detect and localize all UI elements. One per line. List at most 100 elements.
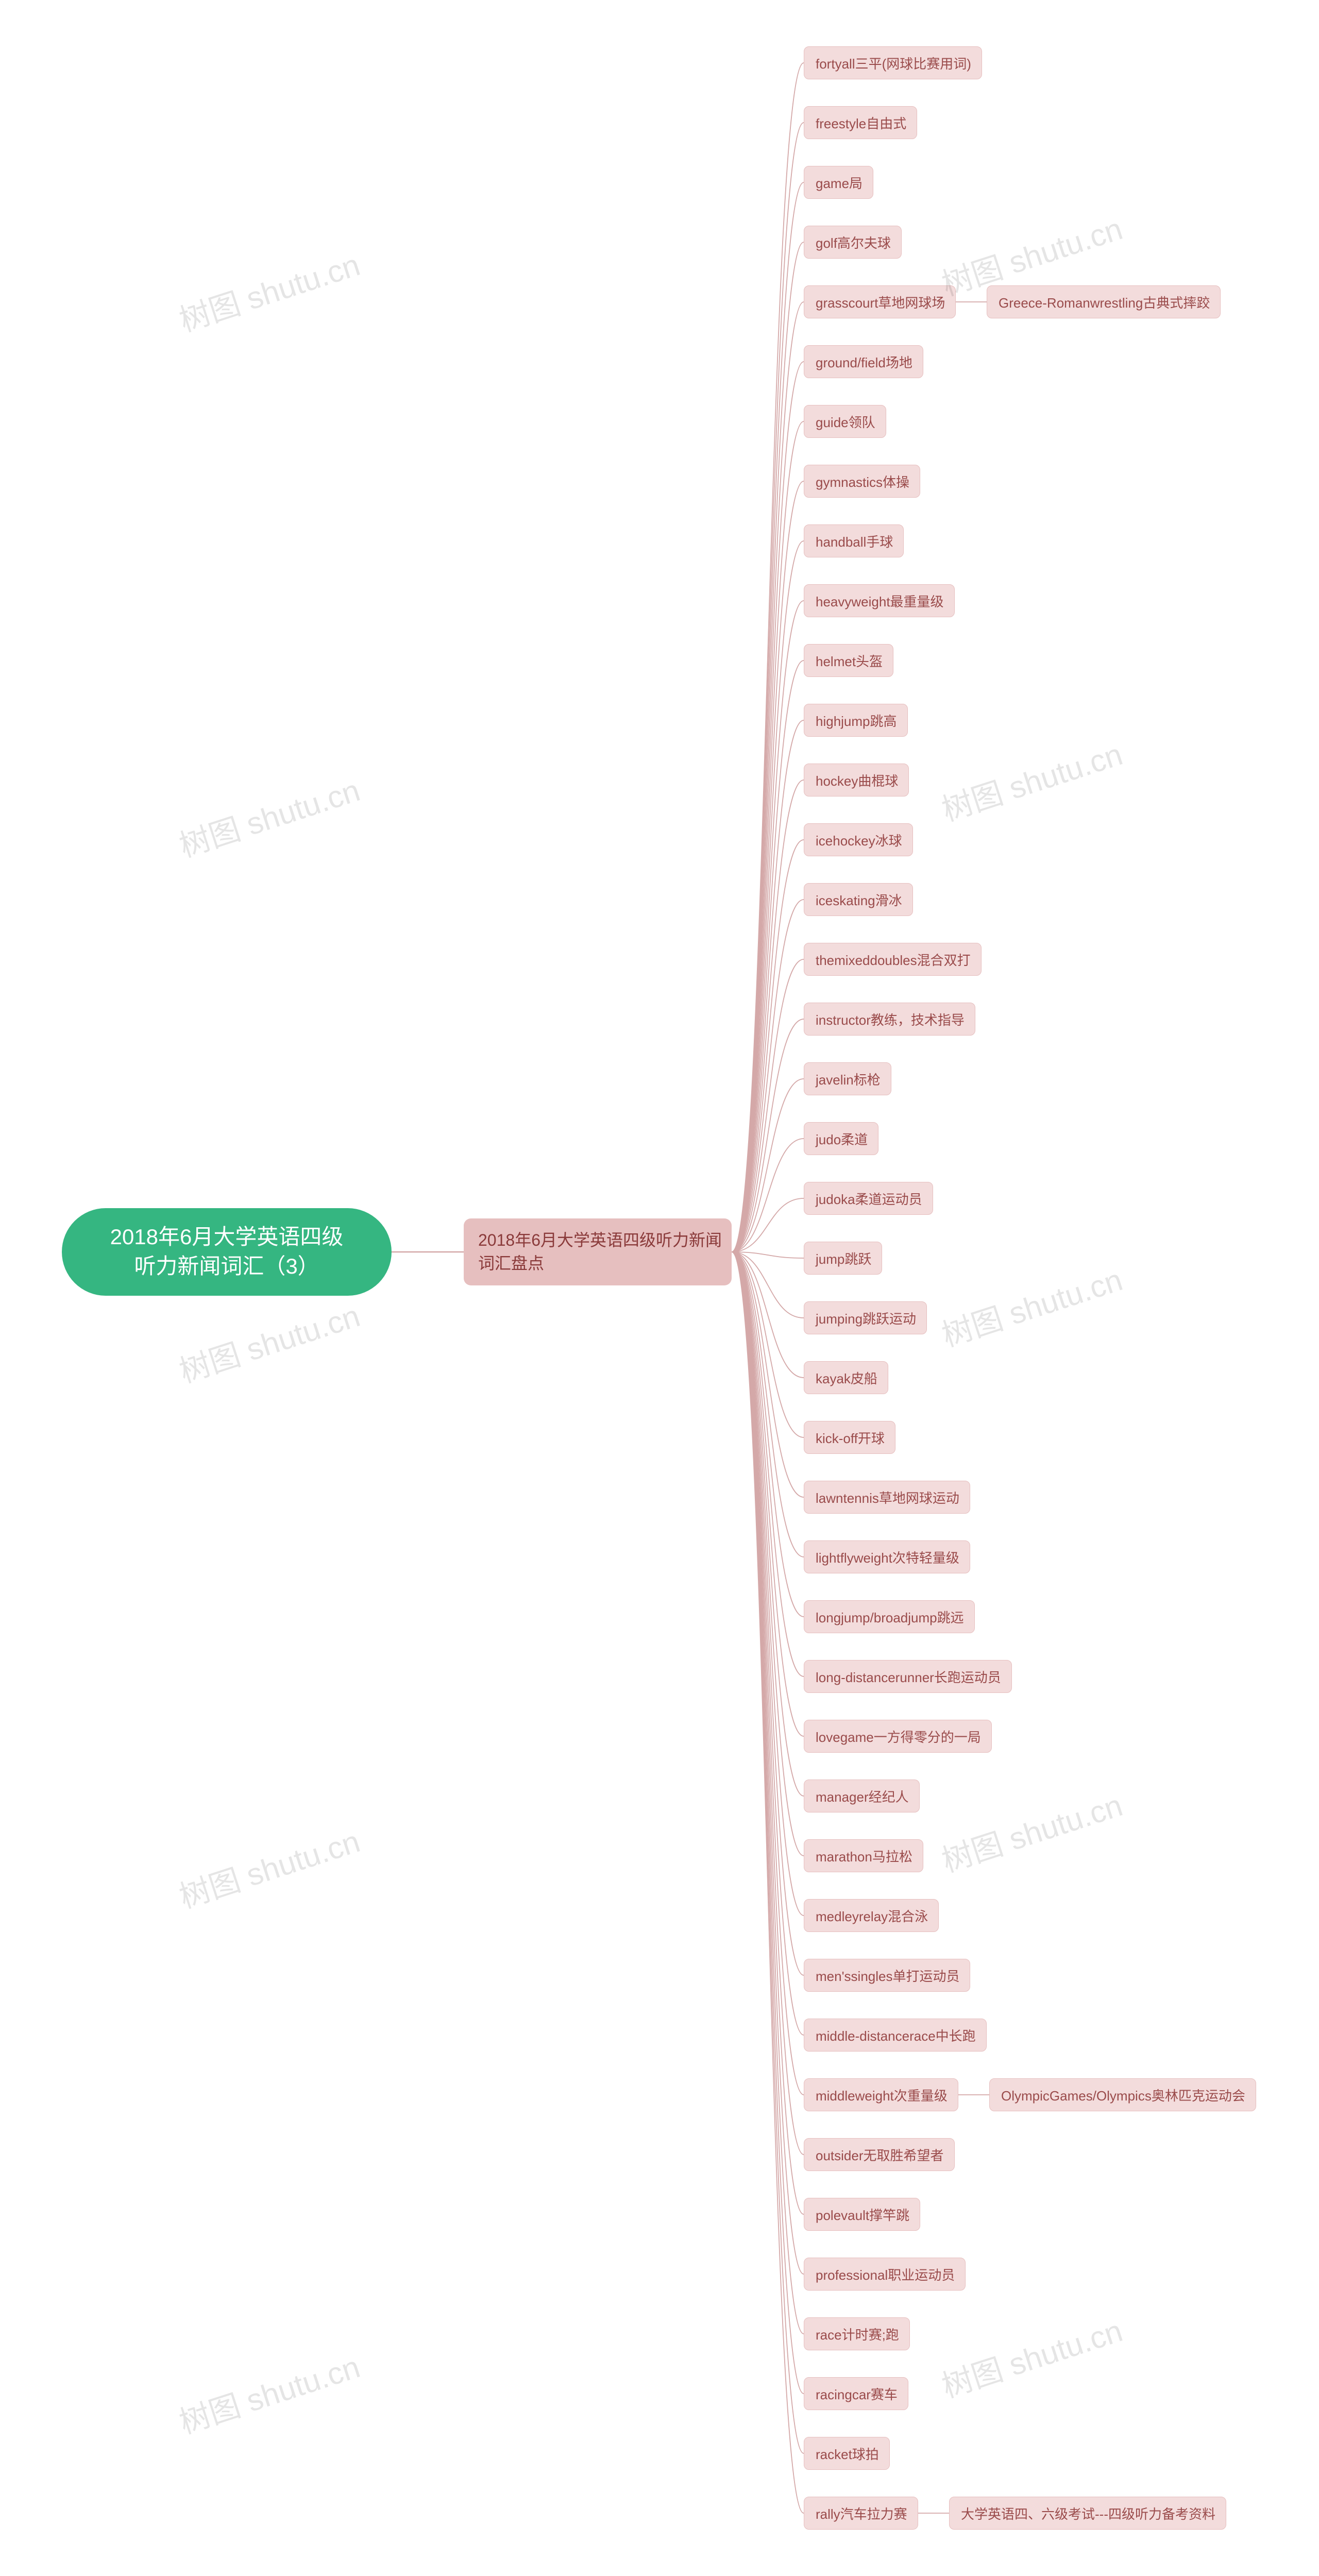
leaf-label: racingcar赛车: [816, 2384, 898, 2403]
leaf-node[interactable]: themixeddoubles混合双打: [804, 943, 982, 976]
leaf-node[interactable]: race计时赛;跑: [804, 2317, 910, 2350]
leaf-node[interactable]: highjump跳高: [804, 704, 908, 737]
leaf-label: men'ssingles单打运动员: [816, 1966, 959, 1985]
leaf-label: kick-off开球: [816, 1428, 885, 1447]
leaf-label: longjump/broadjump跳远: [816, 1607, 964, 1626]
grandchild-label: OlympicGames/Olympics奥林匹克运动会: [1001, 2086, 1245, 2105]
watermark: 树图 shutu.cn: [173, 240, 365, 341]
leaf-label: race计时赛;跑: [816, 2325, 899, 2344]
leaf-node[interactable]: judo柔道: [804, 1122, 878, 1155]
grandchild-label: 大学英语四、六级考试---四级听力备考资料: [961, 2504, 1215, 2523]
leaf-label: hockey曲棍球: [816, 771, 898, 790]
mindmap-canvas: 2018年6月大学英语四级听力新闻词汇（3）2018年6月大学英语四级听力新闻词…: [0, 0, 1319, 2576]
root-line2: 听力新闻词汇（3）: [134, 1252, 319, 1281]
watermark: 树图 shutu.cn: [935, 730, 1127, 830]
leaf-label: outsider无取胜希望者: [816, 2145, 944, 2164]
watermark: 树图 shutu.cn: [173, 2342, 365, 2443]
leaf-node[interactable]: heavyweight最重量级: [804, 584, 955, 617]
leaf-node[interactable]: ground/field场地: [804, 345, 923, 378]
leaf-label: themixeddoubles混合双打: [816, 950, 971, 969]
leaf-label: grasscourt草地网球场: [816, 293, 945, 312]
watermark: 树图 shutu.cn: [935, 1781, 1127, 1881]
leaf-label: game局: [816, 173, 863, 192]
leaf-node[interactable]: javelin标枪: [804, 1062, 891, 1095]
grandchild-node[interactable]: Greece-Romanwrestling古典式摔跤: [987, 285, 1221, 318]
leaf-label: rally汽车拉力赛: [816, 2504, 907, 2523]
watermark: 树图 shutu.cn: [173, 766, 365, 866]
root-line1: 2018年6月大学英语四级: [110, 1223, 344, 1252]
watermark: 树图 shutu.cn: [935, 2306, 1127, 2406]
leaf-node[interactable]: fortyall三平(网球比赛用词): [804, 46, 982, 79]
leaf-label: highjump跳高: [816, 711, 897, 730]
leaf-node[interactable]: jump跳跃: [804, 1242, 882, 1275]
leaf-node[interactable]: longjump/broadjump跳远: [804, 1600, 975, 1633]
leaf-label: polevault撑竿跳: [816, 2205, 909, 2224]
leaf-node[interactable]: rally汽车拉力赛: [804, 2497, 918, 2530]
leaf-node[interactable]: racingcar赛车: [804, 2377, 908, 2410]
watermark: 树图 shutu.cn: [173, 1291, 365, 1392]
leaf-node[interactable]: grasscourt草地网球场: [804, 285, 956, 318]
sub-node[interactable]: 2018年6月大学英语四级听力新闻词汇盘点: [464, 1218, 732, 1285]
leaf-label: racket球拍: [816, 2444, 879, 2463]
leaf-label: lightflyweight次特轻量级: [816, 1548, 959, 1567]
leaf-node[interactable]: iceskating滑冰: [804, 883, 913, 916]
leaf-node[interactable]: marathon马拉松: [804, 1839, 923, 1872]
leaf-node[interactable]: freestyle自由式: [804, 106, 917, 139]
leaf-node[interactable]: lovegame一方得零分的一局: [804, 1720, 992, 1753]
leaf-node[interactable]: judoka柔道运动员: [804, 1182, 933, 1215]
leaf-label: manager经纪人: [816, 1787, 909, 1806]
leaf-node[interactable]: icehockey冰球: [804, 823, 913, 856]
leaf-label: icehockey冰球: [816, 831, 902, 850]
leaf-label: jump跳跃: [816, 1249, 871, 1268]
leaf-node[interactable]: guide领队: [804, 405, 886, 438]
leaf-label: heavyweight最重量级: [816, 591, 944, 611]
leaf-label: marathon马拉松: [816, 1846, 912, 1866]
leaf-label: judoka柔道运动员: [816, 1189, 922, 1208]
leaf-node[interactable]: jumping跳跃运动: [804, 1301, 927, 1334]
leaf-label: middle-distancerace中长跑: [816, 2026, 976, 2045]
leaf-node[interactable]: racket球拍: [804, 2437, 890, 2470]
leaf-node[interactable]: helmet头盔: [804, 644, 893, 677]
watermark: 树图 shutu.cn: [935, 1255, 1127, 1355]
leaf-node[interactable]: game局: [804, 166, 873, 199]
grandchild-label: Greece-Romanwrestling古典式摔跤: [999, 293, 1210, 312]
leaf-node[interactable]: gymnastics体操: [804, 465, 920, 498]
leaf-node[interactable]: lawntennis草地网球运动: [804, 1481, 970, 1514]
root-node[interactable]: 2018年6月大学英语四级听力新闻词汇（3）: [62, 1208, 392, 1296]
sub-line2: 词汇盘点: [478, 1252, 544, 1275]
leaf-node[interactable]: kayak皮船: [804, 1361, 888, 1394]
leaf-node[interactable]: middle-distancerace中长跑: [804, 2019, 987, 2052]
leaf-label: judo柔道: [816, 1129, 868, 1148]
leaf-node[interactable]: kick-off开球: [804, 1421, 895, 1454]
leaf-node[interactable]: medleyrelay混合泳: [804, 1899, 939, 1932]
leaf-label: gymnastics体操: [816, 472, 909, 491]
grandchild-node[interactable]: OlympicGames/Olympics奥林匹克运动会: [989, 2078, 1256, 2111]
leaf-node[interactable]: golf高尔夫球: [804, 226, 902, 259]
leaf-node[interactable]: middleweight次重量级: [804, 2078, 958, 2111]
leaf-node[interactable]: polevault撑竿跳: [804, 2198, 920, 2231]
leaf-label: instructor教练，技术指导: [816, 1010, 965, 1029]
leaf-node[interactable]: outsider无取胜希望者: [804, 2138, 955, 2171]
leaf-label: lawntennis草地网球运动: [816, 1488, 959, 1507]
leaf-label: kayak皮船: [816, 1368, 877, 1387]
leaf-label: lovegame一方得零分的一局: [816, 1727, 981, 1746]
watermark: 树图 shutu.cn: [173, 1817, 365, 1917]
leaf-label: javelin标枪: [816, 1070, 881, 1089]
leaf-node[interactable]: manager经纪人: [804, 1780, 920, 1812]
leaf-label: guide领队: [816, 412, 875, 431]
leaf-label: freestyle自由式: [816, 113, 906, 132]
leaf-label: middleweight次重量级: [816, 2086, 948, 2105]
leaf-label: golf高尔夫球: [816, 233, 891, 252]
leaf-node[interactable]: men'ssingles单打运动员: [804, 1959, 970, 1992]
leaf-node[interactable]: instructor教练，技术指导: [804, 1003, 975, 1036]
leaf-node[interactable]: professional职业运动员: [804, 2258, 966, 2291]
leaf-node[interactable]: hockey曲棍球: [804, 764, 909, 796]
leaf-label: professional职业运动员: [816, 2265, 955, 2284]
leaf-node[interactable]: handball手球: [804, 524, 904, 557]
leaf-label: helmet头盔: [816, 651, 883, 670]
leaf-node[interactable]: lightflyweight次特轻量级: [804, 1540, 970, 1573]
leaf-node[interactable]: long-distancerunner长跑运动员: [804, 1660, 1012, 1693]
leaf-label: iceskating滑冰: [816, 890, 902, 909]
leaf-label: long-distancerunner长跑运动员: [816, 1667, 1001, 1686]
grandchild-node[interactable]: 大学英语四、六级考试---四级听力备考资料: [949, 2497, 1226, 2530]
